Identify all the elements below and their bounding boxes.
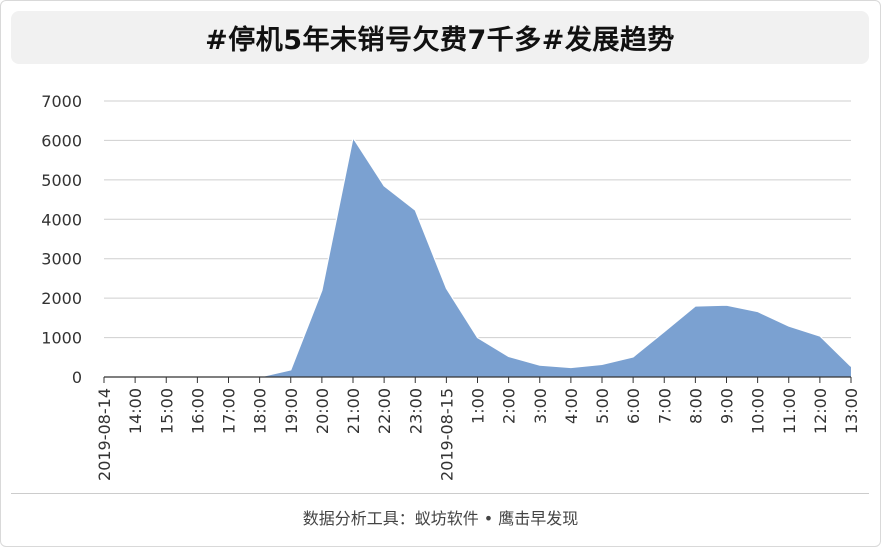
x-tick-label: 13:00 bbox=[842, 388, 861, 434]
x-tick-label: 4:00 bbox=[562, 388, 581, 424]
x-tick-label: 11:00 bbox=[780, 388, 799, 434]
data-point bbox=[694, 305, 697, 308]
data-point bbox=[663, 330, 666, 333]
y-tick-label: 7000 bbox=[41, 92, 82, 111]
data-point bbox=[476, 336, 479, 339]
x-tick-label: 21:00 bbox=[344, 388, 363, 434]
x-tick-label: 3:00 bbox=[531, 388, 550, 424]
y-tick-label: 3000 bbox=[41, 250, 82, 269]
series-area bbox=[104, 137, 851, 377]
data-point bbox=[352, 136, 355, 139]
data-point bbox=[725, 304, 728, 307]
x-tick-label: 2019-08-14 bbox=[95, 388, 114, 481]
x-tick-label: 16:00 bbox=[188, 388, 207, 434]
x-tick-label: 9:00 bbox=[718, 388, 737, 424]
footer-divider bbox=[11, 493, 869, 494]
data-point bbox=[507, 355, 510, 358]
x-tick-label: 12:00 bbox=[811, 388, 830, 434]
x-tick-label: 2019-08-15 bbox=[437, 388, 456, 481]
chart-title: #停机5年未销号欠费7千多#发展趋势 bbox=[205, 25, 675, 56]
x-tick-label: 19:00 bbox=[282, 388, 301, 434]
y-tick-label: 4000 bbox=[41, 210, 82, 229]
y-tick-label: 6000 bbox=[41, 131, 82, 150]
x-tick-label: 22:00 bbox=[375, 388, 394, 434]
x-tick-label: 7:00 bbox=[655, 388, 674, 424]
data-point bbox=[538, 364, 541, 367]
data-point bbox=[850, 365, 853, 368]
data-point bbox=[320, 289, 323, 292]
x-tick-label: 20:00 bbox=[313, 388, 332, 434]
data-point bbox=[445, 287, 448, 290]
x-tick-label: 18:00 bbox=[251, 388, 270, 434]
data-point bbox=[289, 368, 292, 371]
x-tick-label: 10:00 bbox=[749, 388, 768, 434]
data-point bbox=[818, 335, 821, 338]
data-point bbox=[414, 209, 417, 212]
data-point bbox=[756, 310, 759, 313]
footer-credit: 数据分析工具：蚁坊软件 • 鹰击早发现 bbox=[302, 509, 579, 528]
y-tick-label: 5000 bbox=[41, 171, 82, 190]
y-tick-label: 2000 bbox=[41, 289, 82, 308]
x-tick-label: 17:00 bbox=[220, 388, 239, 434]
title-bar: #停机5年未销号欠费7千多#发展趋势 bbox=[11, 11, 869, 64]
x-tick-label: 2:00 bbox=[500, 388, 519, 424]
data-point bbox=[601, 363, 604, 366]
x-tick-label: 1:00 bbox=[469, 388, 488, 424]
x-tick-label: 5:00 bbox=[593, 388, 612, 424]
data-point bbox=[383, 184, 386, 187]
x-tick-label: 23:00 bbox=[406, 388, 425, 434]
x-tick-label: 14:00 bbox=[126, 388, 145, 434]
data-point bbox=[787, 325, 790, 328]
y-tick-label: 1000 bbox=[41, 329, 82, 348]
x-tick-label: 8:00 bbox=[686, 388, 705, 424]
data-point bbox=[632, 355, 635, 358]
y-tick-label: 0 bbox=[72, 368, 82, 387]
x-tick-label: 6:00 bbox=[624, 388, 643, 424]
x-tick-label: 15:00 bbox=[157, 388, 176, 434]
data-point bbox=[569, 366, 572, 369]
